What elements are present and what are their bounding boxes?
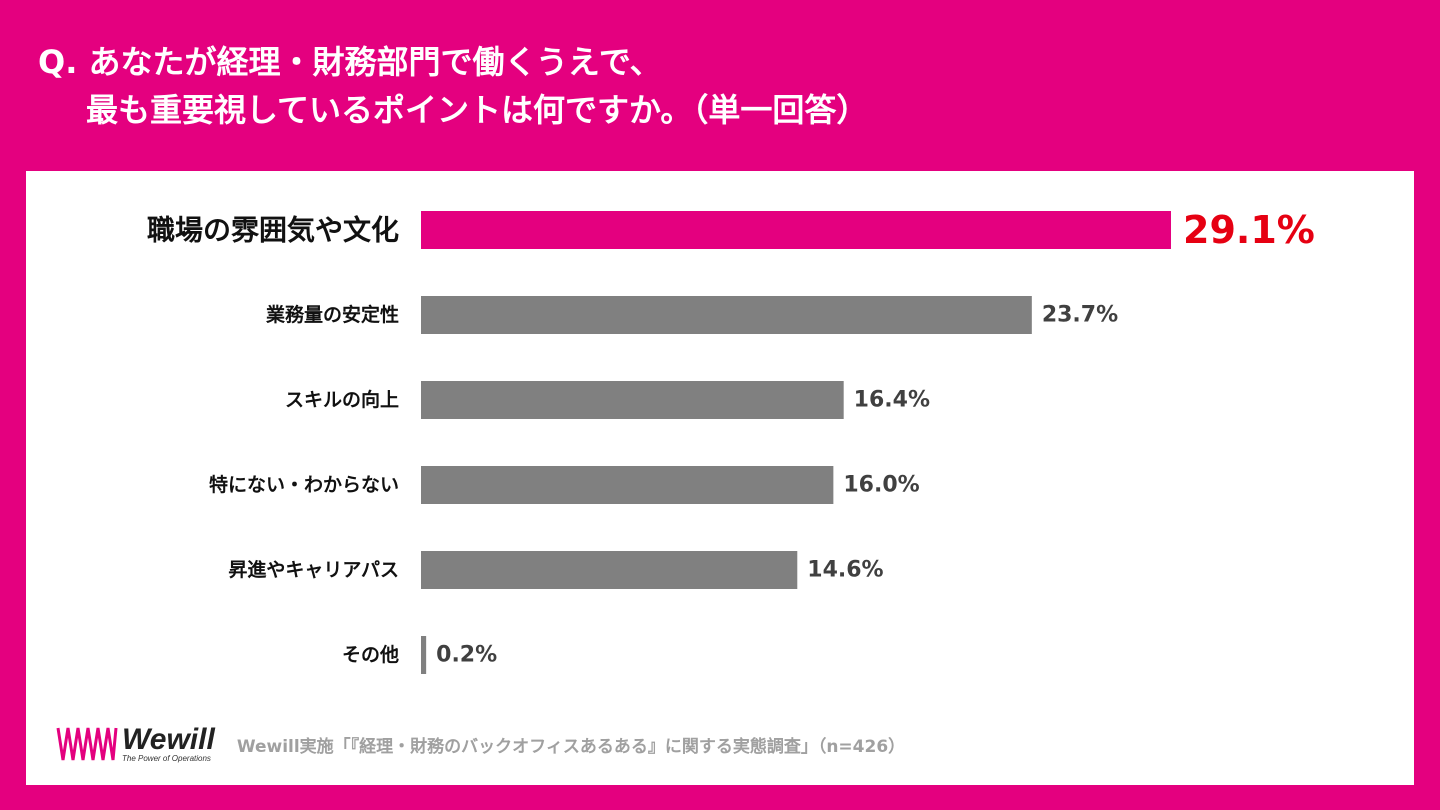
category-label: 職場の雰囲気や文化: [147, 214, 399, 247]
bar-chart: 職場の雰囲気や文化 29.1% 業務量の安定性 23.7% スキルの向上 16.4% 特にな…: [147, 208, 1315, 674]
question-title: Q. あなたが経理・財務部門で働くうえで、 最も重要視しているポイントは何ですか…: [38, 38, 868, 134]
footer: Wewill The Power of Operations Wewill実施「…: [56, 719, 905, 769]
source-note: Wewill実施「『経理・財務のバックオフィスあるある』に関する実態調査」（n=…: [236, 736, 906, 757]
category-label: 昇進やキャリアパス: [228, 559, 399, 581]
bar: [421, 551, 798, 589]
bar: [421, 636, 427, 674]
value-label: 29.1%: [1183, 208, 1315, 252]
logo-name: Wewill: [122, 722, 215, 756]
category-label: その他: [342, 643, 399, 666]
question-line-1: Q. あなたが経理・財務部門で働くうえで、: [38, 43, 662, 81]
bar: [421, 211, 1171, 249]
bar: [421, 381, 844, 419]
bar: [421, 466, 834, 504]
wave-logo-icon: [56, 727, 118, 761]
value-label: 14.6%: [807, 558, 883, 583]
question-line-2: 最も重要視しているポイントは何ですか。（単一回答）: [86, 91, 869, 129]
category-label: スキルの向上: [285, 388, 399, 411]
value-label: 0.2%: [436, 643, 497, 668]
value-label: 23.7%: [1042, 303, 1118, 328]
chart-panel: 職場の雰囲気や文化 29.1% 業務量の安定性 23.7% スキルの向上 16.4% 特にな…: [26, 171, 1414, 785]
logo-tagline: The Power of Operations: [122, 753, 211, 763]
wewill-logo: Wewill The Power of Operations: [56, 724, 215, 764]
bar: [421, 296, 1032, 334]
category-label: 業務量の安定性: [265, 303, 399, 326]
value-label: 16.4%: [854, 388, 930, 413]
category-label: 特にない・わからない: [209, 474, 399, 496]
value-label: 16.0%: [843, 473, 919, 498]
